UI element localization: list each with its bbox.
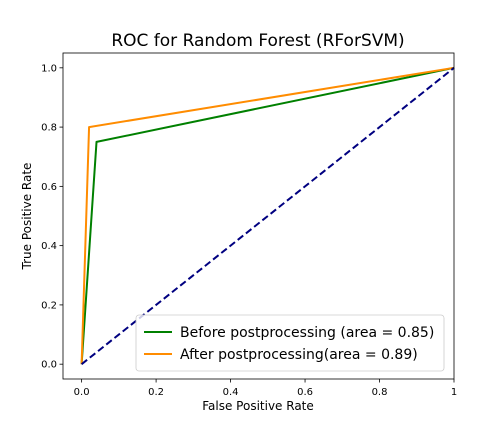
legend-label-2: After postprocessing(area = 0.89) xyxy=(180,347,418,363)
y-tick-label-3: 0.6 xyxy=(41,182,57,193)
y-tick-label-1: 0.2 xyxy=(41,300,57,311)
series-line-1 xyxy=(80,66,455,365)
legend-label-1: Before postprocessing (area = 0.85) xyxy=(180,325,434,341)
legend: Before postprocessing (area = 0.85) After… xyxy=(135,314,445,372)
series-line-2 xyxy=(80,66,455,365)
x-axis-ticks: 0.0 0.2 0.4 0.6 0.8 1 xyxy=(74,379,457,398)
y-tick-label-5: 1.0 xyxy=(41,63,57,74)
y-axis-ticks: 0.0 0.2 0.4 0.6 0.8 1.0 xyxy=(41,63,63,371)
x-tick-label-3: 0.6 xyxy=(297,387,313,398)
x-tick-label-0: 0.0 xyxy=(74,387,90,398)
y-axis-label: True Positive Rate xyxy=(20,163,34,271)
x-tick-label-1: 0.2 xyxy=(148,387,164,398)
x-tick-label-4: 0.8 xyxy=(372,387,388,398)
legend-box xyxy=(135,314,445,372)
legend-items: Before postprocessing (area = 0.85) After… xyxy=(144,325,434,363)
y-tick-label-0: 0.0 xyxy=(41,360,57,371)
x-axis-label: False Positive Rate xyxy=(202,399,314,413)
x-tick-label-2: 0.4 xyxy=(223,387,239,398)
plot-frame xyxy=(62,52,455,380)
chart-title: ROC for Random Forest (RForSVM) xyxy=(111,31,404,51)
x-tick-label-5: 1 xyxy=(451,387,457,398)
y-tick-label-4: 0.8 xyxy=(41,123,57,134)
y-tick-label-2: 0.4 xyxy=(41,241,57,252)
